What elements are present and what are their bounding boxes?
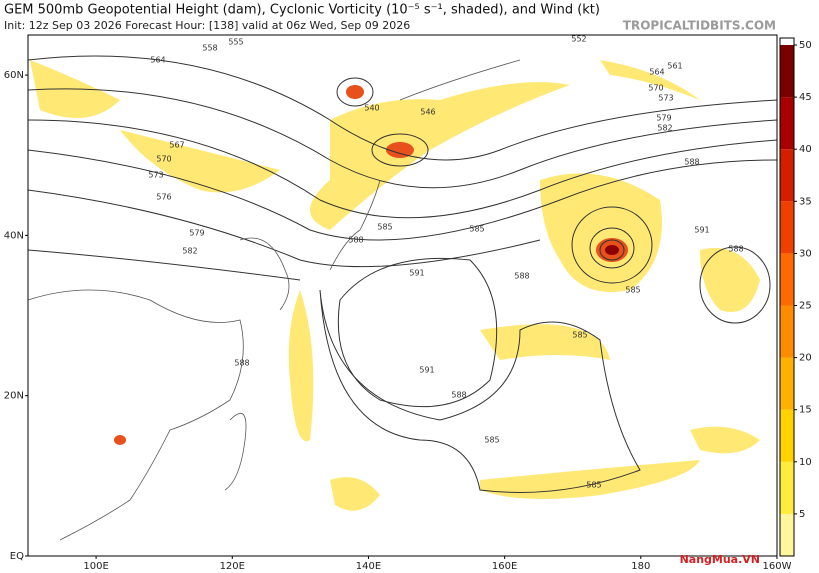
contour-label: 591 (409, 269, 424, 278)
contour-label: 558 (202, 44, 217, 53)
contour-label: 555 (228, 38, 243, 47)
lon-label: 160W (763, 561, 792, 572)
colorbar-label: 10 (799, 457, 812, 468)
colorbar-segment (780, 305, 794, 358)
vorticity-shading (30, 60, 760, 511)
colorbar-segment (780, 253, 794, 306)
colorbar-label: 45 (799, 92, 812, 103)
lon-label: 100E (83, 561, 108, 572)
source: TROPICALTIDBITS.COM (623, 19, 776, 33)
contour-label: 585 (484, 436, 499, 445)
contour-label: 585 (586, 481, 601, 490)
lat-label: 40N (4, 230, 24, 241)
colorbar-segment (780, 97, 794, 150)
contour-label: 576 (156, 193, 171, 202)
contour-label: 585 (377, 223, 392, 232)
colorbar-label: 20 (799, 353, 812, 364)
lat-label: 60N (4, 70, 24, 81)
contour-label: 585 (572, 331, 587, 340)
contour-label: 591 (419, 366, 434, 375)
contour-label: 588 (234, 359, 249, 368)
contour-label: 579 (189, 229, 204, 238)
colorbar-label: 35 (799, 196, 812, 207)
lat-label: EQ (10, 551, 24, 562)
colorbar-label: 15 (799, 405, 812, 416)
vorticity-maxima (114, 85, 628, 445)
contour-label: 540 (364, 104, 379, 113)
contour-label: 573 (148, 171, 163, 180)
contour-label: 561 (667, 62, 682, 71)
colorbar-segment (780, 45, 794, 98)
contour-label: 552 (571, 35, 586, 44)
contour-label: 546 (420, 108, 435, 117)
colorbar-segment (780, 513, 794, 556)
contour-label: 591 (694, 226, 709, 235)
vorticity-core (605, 245, 619, 255)
title: GEM 500mb Geopotential Height (dam), Cyc… (4, 3, 600, 18)
contour-label: 570 (648, 84, 663, 93)
map-frame (27, 34, 778, 557)
contour-label: 564 (649, 68, 664, 77)
height-contours (28, 55, 777, 493)
contour-label: 582 (657, 124, 672, 133)
colorbar-label: 50 (799, 40, 812, 51)
lon-label: 160E (492, 561, 517, 572)
contour-label: 588 (728, 245, 743, 254)
contour-label: 585 (469, 225, 484, 234)
colorbar-segment (780, 409, 794, 462)
coastlines (28, 59, 521, 541)
map-area (28, 35, 777, 556)
contour-label: 570 (156, 155, 171, 164)
colorbar-segment (780, 149, 794, 202)
lat-label: 20N (4, 391, 24, 402)
contour-label: 585 (625, 286, 640, 295)
colorbar-segment (780, 461, 794, 514)
lon-label: 120E (220, 561, 245, 572)
colorbar-label: 5 (799, 509, 805, 520)
colorbar-label: 40 (799, 144, 812, 155)
colorbar-frame (779, 37, 795, 557)
subtitle: Init: 12z Sep 03 2026 Forecast Hour: [13… (4, 19, 410, 32)
contour-label: 582 (182, 247, 197, 256)
lon-label: 180 (631, 561, 650, 572)
contour-label: 588 (348, 236, 363, 245)
watermark: NangMua.VN (680, 553, 760, 566)
colorbar-label: 30 (799, 248, 812, 259)
contour-label: 588 (514, 272, 529, 281)
contour-label: 579 (656, 114, 671, 123)
contour-label: 588 (684, 158, 699, 167)
colorbar-label: 25 (799, 301, 812, 312)
contour-label: 588 (451, 391, 466, 400)
contour-label: 573 (658, 94, 673, 103)
contour-label: 564 (150, 56, 165, 65)
lon-label: 140E (356, 561, 381, 572)
colorbar-segment (780, 357, 794, 410)
colorbar-segment (780, 201, 794, 254)
contour-label: 567 (169, 141, 184, 150)
